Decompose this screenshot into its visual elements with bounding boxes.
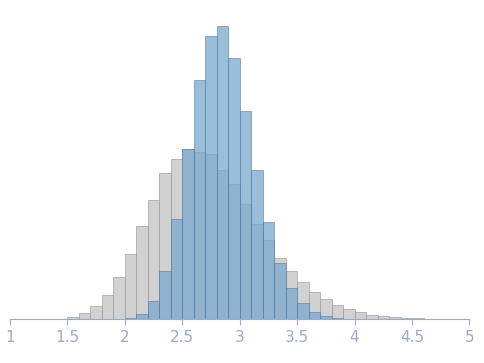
Bar — [274, 264, 286, 319]
Bar — [79, 313, 90, 319]
Bar — [182, 149, 194, 319]
Bar — [263, 222, 274, 319]
Bar — [309, 312, 320, 319]
Bar — [401, 318, 412, 319]
Bar — [320, 299, 332, 319]
Bar — [90, 306, 102, 319]
Bar — [125, 254, 136, 319]
Bar — [136, 314, 148, 319]
Bar — [251, 170, 263, 319]
Bar — [182, 149, 194, 319]
Bar — [102, 295, 113, 319]
Bar — [286, 271, 297, 319]
Bar — [217, 25, 228, 319]
Bar — [148, 301, 159, 319]
Bar — [251, 224, 263, 319]
Bar — [366, 315, 378, 319]
Bar — [332, 305, 343, 319]
Bar — [205, 154, 217, 319]
Bar — [297, 282, 309, 319]
Bar — [332, 318, 343, 319]
Bar — [171, 159, 182, 319]
Bar — [320, 316, 332, 319]
Bar — [378, 316, 389, 319]
Bar — [343, 309, 355, 319]
Bar — [228, 58, 240, 319]
Bar — [194, 80, 205, 319]
Bar — [136, 226, 148, 319]
Bar — [228, 184, 240, 319]
Bar — [274, 258, 286, 319]
Bar — [263, 240, 274, 319]
Bar — [389, 317, 401, 319]
Bar — [113, 277, 125, 319]
Bar — [286, 288, 297, 319]
Bar — [412, 318, 424, 319]
Bar — [159, 173, 171, 319]
Bar — [125, 318, 136, 319]
Bar — [205, 36, 217, 319]
Bar — [355, 312, 366, 319]
Bar — [297, 303, 309, 319]
Bar — [309, 292, 320, 319]
Bar — [67, 317, 79, 319]
Bar — [194, 152, 205, 319]
Bar — [240, 111, 251, 319]
Bar — [148, 200, 159, 319]
Bar — [159, 271, 171, 319]
Bar — [217, 170, 228, 319]
Bar — [171, 219, 182, 319]
Bar — [240, 204, 251, 319]
